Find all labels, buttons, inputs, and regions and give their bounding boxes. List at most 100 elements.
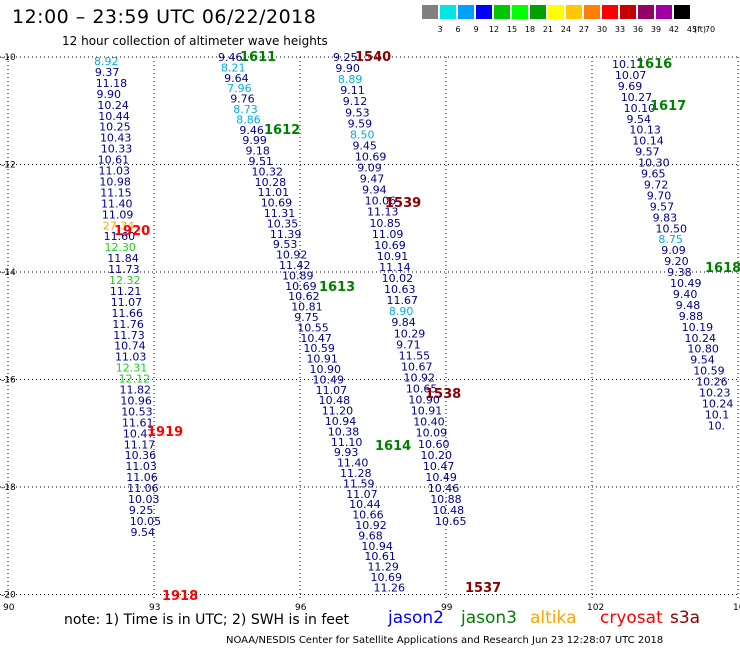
lon-label: 105 xyxy=(733,603,740,613)
wave-height-value: 9.72 xyxy=(644,178,669,191)
wave-height-value: 11.39 xyxy=(270,228,302,241)
pass-number-label: 1919 xyxy=(147,425,183,440)
wave-height-value: 11.55 xyxy=(399,349,431,362)
map-title: 12:00 – 23:59 UTC 06/22/2018 xyxy=(12,6,317,28)
wave-height-value: 11.31 xyxy=(264,207,296,220)
wave-height-value: 10.07 xyxy=(615,69,647,82)
wave-height-value: 9.25 xyxy=(333,51,358,64)
scale-label: 39 xyxy=(650,25,662,34)
scale-label: 27 xyxy=(578,25,590,34)
wave-height-value: 10.48 xyxy=(433,504,465,517)
wave-height-value: 10.30 xyxy=(638,157,670,170)
wave-height-value: 10.67 xyxy=(401,360,433,373)
wave-height-value: 10.05 xyxy=(130,515,162,528)
wave-height-value: 9.09 xyxy=(661,244,686,257)
scale-swatch xyxy=(440,5,456,19)
wave-height-value: 10.92 xyxy=(276,249,308,262)
wave-height-value: 10.1 xyxy=(705,408,730,421)
pass-number-label: 1617 xyxy=(650,99,686,114)
wave-height-value: 10.63 xyxy=(384,283,416,296)
wave-height-value: 11.15 xyxy=(100,186,132,199)
wave-height-value: 10.65 xyxy=(406,383,438,396)
wave-height-value: 10.59 xyxy=(693,365,725,378)
wave-height-value: 10.48 xyxy=(319,394,351,407)
wave-height-value: 9.71 xyxy=(396,338,421,351)
wave-height-value: 10.44 xyxy=(98,110,130,123)
wave-height-value: 11.82 xyxy=(120,384,152,397)
wave-height-value: 10.53 xyxy=(121,405,153,418)
wave-height-value: 11.40 xyxy=(337,457,369,470)
wave-height-value: 11.09 xyxy=(372,228,404,241)
wave-height-value: 10.28 xyxy=(255,176,287,189)
scale-swatch xyxy=(638,5,654,19)
wave-height-value: 10.03 xyxy=(128,493,160,506)
wave-height-value: 9.09 xyxy=(357,162,382,175)
wave-height-value: 10.65 xyxy=(435,515,467,528)
wave-height-value: 11.84 xyxy=(107,252,139,265)
wave-height-value: 11.67 xyxy=(386,294,418,307)
wave-height-value: 9.53 xyxy=(345,106,370,119)
wave-height-value: 11.26 xyxy=(374,581,406,594)
scale-swatch xyxy=(476,5,492,19)
wave-height-value: 10.69 xyxy=(355,150,387,163)
wave-height-value: 11.73 xyxy=(108,263,139,276)
scale-swatch xyxy=(422,5,438,19)
wave-height-value: 10.35 xyxy=(267,217,299,230)
wave-height-value: 11.07 xyxy=(346,488,378,501)
wave-height-value: 10.29 xyxy=(394,327,426,340)
wave-height-value: 10.55 xyxy=(297,321,329,334)
wave-height-value: 10.24 xyxy=(97,99,128,112)
scale-swatch xyxy=(620,5,636,19)
wave-height-value: 10.61 xyxy=(364,550,396,563)
wave-height-value: 10.32 xyxy=(252,165,283,178)
wave-height-value: 10.02 xyxy=(382,272,414,285)
wave-height-value: 11.06 xyxy=(126,471,158,484)
wave-height-value: 10. xyxy=(708,419,726,432)
scale-label: 33 xyxy=(614,25,626,34)
wave-height-value: 10.91 xyxy=(306,353,338,366)
wave-height-value: 10.66 xyxy=(352,509,384,522)
wave-height-value: 9.68 xyxy=(358,529,383,542)
scale-label: 45 xyxy=(686,25,698,34)
lon-label: 99 xyxy=(441,603,453,613)
wave-height-value: 10.24 xyxy=(702,397,734,410)
wave-height-value: 9.57 xyxy=(635,146,660,159)
wave-height-value: 9.88 xyxy=(679,310,704,323)
wave-height-value: 9.90 xyxy=(97,88,122,101)
wave-height-value: 10.74 xyxy=(114,340,146,353)
wave-height-value: 11.21 xyxy=(110,285,142,298)
wave-height-value: 9.51 xyxy=(249,155,274,168)
scale-label: 12 xyxy=(488,25,500,34)
wave-height-value: 9.57 xyxy=(650,200,675,213)
wave-height-value: 9.25 xyxy=(129,504,154,517)
wave-height-value: 10.17 xyxy=(612,58,644,71)
wave-height-value: 10.49 xyxy=(425,471,457,484)
wave-height-value: 10.81 xyxy=(291,301,323,314)
scale-swatch xyxy=(512,5,528,19)
wave-height-value: 10.69 xyxy=(261,197,293,210)
wave-height-value: 10.19 xyxy=(682,321,714,334)
pass-number-label: 1614 xyxy=(375,439,411,454)
wave-height-value: 11.42 xyxy=(279,259,311,272)
legend-altika: altika xyxy=(530,608,577,628)
wave-height-value: 11.03 xyxy=(99,165,131,178)
pass-number-label: 1616 xyxy=(636,57,672,72)
wave-height-value: 9.38 xyxy=(667,266,692,279)
wave-height-value: 10.43 xyxy=(100,132,132,145)
wave-height-value: 9.76 xyxy=(230,93,255,106)
scale-swatch xyxy=(602,5,618,19)
scale-label: 3 xyxy=(437,25,443,34)
wave-height-value: 10.60 xyxy=(418,438,450,451)
wave-height-value: 10.33 xyxy=(101,143,133,156)
wave-height-value: 27.34 xyxy=(103,219,135,232)
pass-number-label: 1611 xyxy=(240,50,276,65)
wave-height-value: 10.88 xyxy=(430,493,462,506)
scale-swatch xyxy=(584,5,600,19)
legend-jason2: jason2 xyxy=(388,608,444,628)
wave-height-value: 9.83 xyxy=(653,211,678,224)
wave-height-value: 9.59 xyxy=(348,117,373,130)
legend-cryosat: cryosat xyxy=(600,608,663,628)
wave-height-value: 9.53 xyxy=(273,238,298,251)
wave-height-value: 10.69 xyxy=(374,239,406,252)
